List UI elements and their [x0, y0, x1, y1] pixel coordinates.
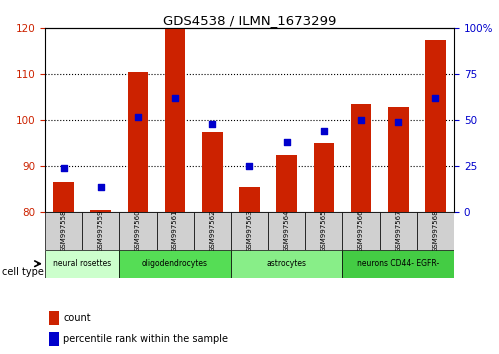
Point	[246, 164, 253, 169]
Bar	[425, 40, 446, 212]
Bar	[351, 104, 371, 212]
Text: percentile rank within the sample: percentile rank within the sample	[63, 334, 229, 344]
Bar	[157, 212, 194, 250]
Text: neurons CD44- EGFR-: neurons CD44- EGFR-	[357, 259, 440, 268]
Text: GSM997564: GSM997564	[284, 210, 290, 252]
Bar	[49, 332, 59, 346]
Text: GSM997560: GSM997560	[135, 210, 141, 252]
Bar	[202, 132, 223, 212]
Bar	[314, 143, 334, 212]
Point	[394, 119, 402, 125]
Text: GSM997565: GSM997565	[321, 210, 327, 252]
Bar	[53, 182, 74, 212]
Bar	[342, 250, 454, 278]
Bar	[276, 155, 297, 212]
Bar	[119, 250, 231, 278]
Point	[208, 121, 216, 127]
Bar	[49, 312, 59, 325]
Point	[357, 118, 365, 123]
Point	[432, 96, 440, 101]
Bar	[128, 72, 148, 212]
Bar	[342, 212, 380, 250]
Bar	[268, 212, 305, 250]
Text: count: count	[63, 313, 91, 323]
Bar	[388, 107, 409, 212]
Bar	[231, 212, 268, 250]
Text: GSM997559: GSM997559	[98, 210, 104, 252]
Bar	[380, 212, 417, 250]
Bar	[231, 250, 342, 278]
Text: GSM997561: GSM997561	[172, 210, 178, 252]
Text: GSM997567: GSM997567	[395, 210, 401, 252]
Text: GSM997566: GSM997566	[358, 210, 364, 252]
Text: GSM997563: GSM997563	[247, 210, 252, 252]
Text: cell type: cell type	[2, 267, 44, 276]
Bar	[165, 28, 185, 212]
Text: oligodendrocytes: oligodendrocytes	[142, 259, 208, 268]
Bar	[82, 212, 119, 250]
Text: neural rosettes: neural rosettes	[53, 259, 111, 268]
Text: GSM997562: GSM997562	[209, 210, 215, 252]
Point	[97, 184, 105, 189]
Point	[283, 139, 291, 145]
Bar	[194, 212, 231, 250]
Point	[320, 129, 328, 134]
Bar	[305, 212, 342, 250]
Bar	[90, 210, 111, 212]
Bar	[45, 212, 82, 250]
Bar	[119, 212, 157, 250]
Title: GDS4538 / ILMN_1673299: GDS4538 / ILMN_1673299	[163, 14, 336, 27]
Bar	[417, 212, 454, 250]
Bar	[45, 250, 119, 278]
Text: GSM997558: GSM997558	[60, 210, 66, 252]
Point	[134, 114, 142, 120]
Point	[171, 96, 179, 101]
Text: GSM997568: GSM997568	[433, 210, 439, 252]
Text: astrocytes: astrocytes	[266, 259, 307, 268]
Bar	[239, 187, 259, 212]
Point	[59, 165, 67, 171]
